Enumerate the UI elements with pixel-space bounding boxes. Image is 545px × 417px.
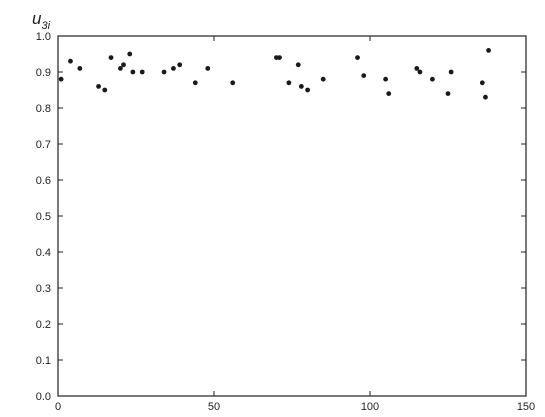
y-tick-label: 0.8 (36, 103, 51, 115)
x-tick-label: 50 (208, 401, 220, 412)
data-point (295, 62, 301, 68)
y-tick-label: 0.4 (36, 247, 51, 259)
data-point (58, 76, 64, 82)
data-point (139, 69, 145, 75)
data-point (121, 62, 126, 68)
y-axis-label-subscript: 3i (41, 20, 50, 32)
y-tick-label: 0.5 (36, 211, 51, 223)
data-point (77, 66, 83, 71)
y-tick-label: 0.3 (36, 283, 51, 295)
data-point (118, 66, 123, 71)
x-tick-label: 0 (55, 401, 61, 412)
data-point (102, 87, 108, 93)
data-point (161, 69, 167, 75)
data-point (177, 62, 183, 68)
data-point (96, 84, 101, 89)
data-point (127, 51, 133, 57)
data-point (68, 58, 73, 64)
y-axis-ticks: 0.0 0.1 0.2 0.3 0.4 0.5 0.6 0.7 0.8 0.9 1.0 (36, 31, 526, 403)
y-tick-label: 0.1 (36, 355, 51, 367)
data-point (286, 80, 292, 86)
data-point (230, 80, 236, 86)
y-tick-label: 0.9 (36, 67, 51, 79)
data-point (130, 69, 136, 75)
y-axis-label: u3i (32, 9, 51, 32)
data-point (445, 91, 451, 96)
data-point (305, 87, 310, 93)
plot-frame (57, 35, 527, 397)
x-tick-label: 100 (361, 401, 379, 412)
y-tick-label: 1.0 (36, 31, 51, 43)
data-point (171, 66, 176, 71)
data-point (205, 66, 211, 71)
data-point (417, 69, 423, 75)
x-axis-ticks: 0 50 100 150 (55, 36, 535, 413)
y-tick-label: 0.7 (36, 139, 51, 151)
data-point (383, 76, 388, 82)
data-point (355, 55, 360, 60)
y-tick-label: 0.6 (36, 175, 51, 187)
data-point (277, 55, 282, 60)
data-points (58, 48, 491, 100)
y-tick-label: 0.2 (36, 319, 51, 331)
data-point (108, 55, 114, 60)
data-point (361, 73, 367, 78)
data-point (486, 48, 491, 53)
data-point (414, 66, 420, 71)
data-point (483, 94, 488, 100)
data-point (298, 84, 304, 89)
y-tick-label: 0.0 (36, 391, 51, 403)
plot-border (57, 35, 527, 397)
x-tick-label: 150 (517, 401, 535, 412)
y-axis-label-main: u (32, 9, 42, 28)
data-point (386, 91, 392, 96)
data-point (448, 69, 454, 75)
data-point (192, 80, 198, 86)
data-point (320, 76, 326, 82)
data-point (430, 76, 435, 82)
data-point (479, 80, 485, 86)
